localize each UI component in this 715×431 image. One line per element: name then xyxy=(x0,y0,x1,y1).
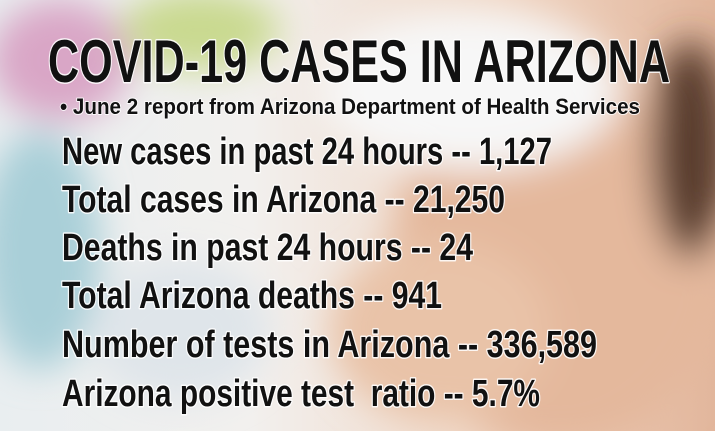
fact-line: Deaths in past 24 hours -- 24 xyxy=(62,227,473,269)
fact-line: Total Arizona deaths -- 941 xyxy=(62,275,442,317)
title: COVID-19 CASES IN ARIZONA xyxy=(48,28,670,95)
fact-line: Total cases in Arizona -- 21,250 xyxy=(62,179,505,221)
fact-line: Arizona positive test ratio -- 5.7% xyxy=(62,373,540,415)
fact-line: Number of tests in Arizona -- 336,589 xyxy=(62,324,597,366)
subtitle: • June 2 report from Arizona Department … xyxy=(60,94,640,119)
fact-line: New cases in past 24 hours -- 1,127 xyxy=(62,131,552,173)
